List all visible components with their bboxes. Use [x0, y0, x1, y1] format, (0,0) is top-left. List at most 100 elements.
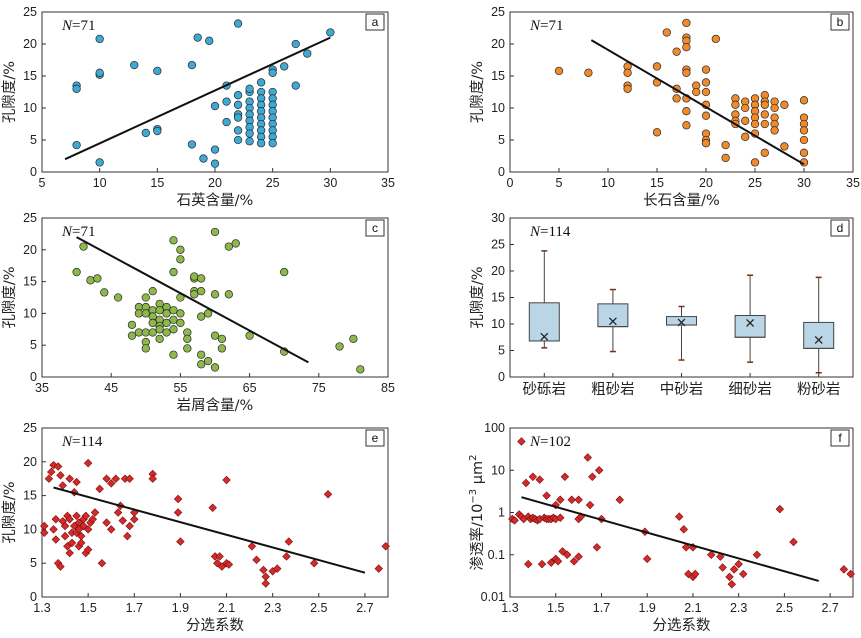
y-axis-label: 孔隙度/%: [469, 61, 486, 123]
data-point: [197, 274, 206, 283]
data-point: [215, 552, 224, 561]
data-point: [83, 458, 93, 468]
data-point: [701, 87, 711, 97]
y-tick-label: 10: [23, 522, 37, 536]
x-tick-label: 15: [650, 176, 664, 190]
data-point: [56, 562, 65, 571]
data-point: [176, 245, 185, 254]
data-point: [190, 290, 199, 299]
data-point: [141, 293, 150, 302]
data-point: [125, 474, 134, 483]
n-count-label: N=71: [529, 18, 563, 34]
x-tick-label: 1.7: [126, 601, 143, 615]
box: [734, 315, 766, 338]
plot-frame: [509, 11, 854, 173]
data-point: [679, 525, 689, 534]
n-count-label: N=102: [529, 434, 571, 450]
y-tick-label: 5: [498, 133, 505, 147]
n-value: =71: [540, 18, 563, 34]
data-point: [546, 558, 556, 567]
data-point: [245, 137, 254, 146]
data-point: [799, 148, 809, 157]
data-point: [535, 475, 544, 484]
data-point: [560, 472, 570, 482]
x-category-label: 粗砂岩: [591, 381, 635, 398]
x-axis-label: 分选系数: [186, 617, 244, 634]
data-point: [102, 474, 111, 483]
data-point: [197, 350, 206, 359]
y-axis-label: 孔隙度/%: [1, 481, 18, 543]
data-point: [268, 68, 277, 77]
data-point: [760, 148, 769, 157]
panel-letter-box: [365, 429, 385, 447]
x-tick-label: 1.3: [33, 601, 50, 615]
data-point: [741, 132, 750, 141]
data-point: [326, 28, 335, 37]
panel-letter: a: [372, 15, 379, 29]
panel-letter-box: [365, 219, 385, 237]
x-tick-label: 35: [381, 176, 395, 190]
data-point: [839, 565, 849, 574]
data-point: [169, 236, 178, 245]
data-point: [49, 460, 58, 470]
data-point: [588, 472, 597, 482]
y-tick-label: 20: [23, 455, 37, 469]
y-tick-label: 10: [491, 101, 505, 115]
y-tick-label: 25: [491, 5, 505, 19]
data-point: [374, 564, 383, 573]
x-tick-label: 1.7: [593, 601, 610, 615]
y-tick-label: 0: [30, 370, 37, 384]
y-tick-label: 20: [491, 37, 505, 51]
plot-frame: [509, 427, 854, 598]
data-point: [553, 557, 563, 566]
y-tick-label: 100: [484, 421, 505, 435]
data-point: [40, 528, 49, 538]
data-point: [67, 538, 77, 548]
data-point: [148, 474, 157, 483]
x-tick-label: 1.9: [172, 601, 189, 615]
n-symbol: N: [529, 18, 541, 34]
data-point: [183, 334, 192, 343]
y-tick-label: 0.01: [481, 590, 505, 604]
n-value: =114: [540, 224, 571, 240]
data-point: [113, 293, 123, 302]
x-tick-label: 45: [104, 381, 118, 395]
data-point: [197, 312, 206, 321]
data-point: [65, 515, 74, 524]
data-point: [750, 158, 760, 167]
data-point: [210, 145, 220, 154]
data-point: [256, 139, 266, 148]
x-tick-label: 1.5: [547, 601, 564, 615]
data-point: [739, 569, 748, 579]
data-point: [162, 318, 171, 328]
data-point: [95, 68, 104, 77]
x-tick-label: 55: [173, 381, 187, 395]
data-point: [528, 472, 538, 482]
mean-marker: [540, 332, 549, 341]
x-axis-label: 长石含量/%: [643, 192, 720, 209]
x-tick-label: 2.7: [821, 601, 838, 615]
data-point: [682, 107, 691, 116]
data-point: [187, 60, 197, 70]
data-point: [562, 550, 572, 559]
panel-letter: f: [838, 431, 842, 445]
data-point: [148, 286, 157, 296]
y-tick-label: 0: [30, 590, 37, 604]
data-point: [72, 511, 81, 521]
data-point: [381, 542, 390, 551]
data-point: [83, 545, 93, 554]
x-tick-label: 25: [266, 176, 280, 190]
y-axis-label-prefix: 渗透率/10: [469, 504, 486, 571]
data-point: [280, 267, 289, 277]
panel-letter: c: [372, 221, 378, 235]
data-point: [323, 490, 333, 499]
x-tick-label: 1.3: [501, 601, 518, 615]
data-point: [169, 306, 178, 315]
data-point: [155, 306, 164, 315]
data-point: [222, 97, 231, 106]
x-category-label: 细砂岩: [728, 381, 772, 398]
panel-letter: d: [837, 221, 844, 235]
data-point: [760, 119, 769, 129]
data-point: [224, 560, 234, 569]
x-axis-label: 分选系数: [653, 617, 711, 634]
